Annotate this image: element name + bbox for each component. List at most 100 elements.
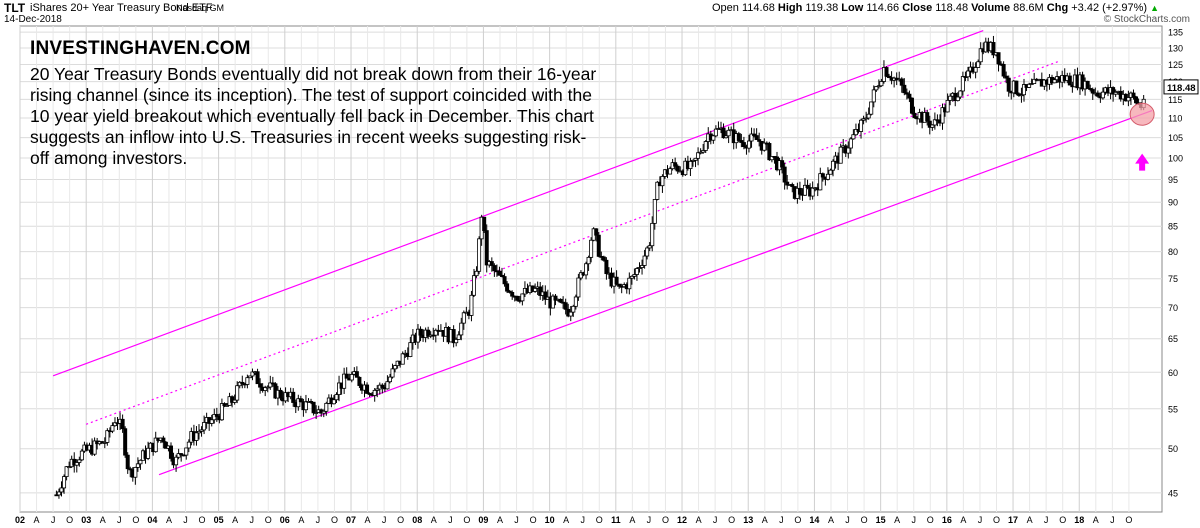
candle-body (225, 404, 230, 407)
x-tick-label: O (1125, 515, 1132, 525)
stockcharts-credit[interactable]: © StockCharts.com (1103, 14, 1190, 25)
candle (627, 272, 632, 295)
candle (258, 378, 263, 394)
candle-body (482, 216, 487, 232)
candle (507, 289, 512, 294)
candle-body (1052, 79, 1057, 84)
candle (790, 182, 795, 193)
candle-body (907, 93, 912, 99)
candle (945, 93, 950, 113)
candle (222, 402, 227, 408)
candle-body (500, 274, 505, 277)
candle (1126, 90, 1131, 107)
candle (125, 452, 130, 474)
y-tick-label: 135 (1168, 28, 1183, 38)
candle-body (342, 373, 347, 389)
candle-body (762, 142, 767, 151)
up-arrow-icon (1135, 153, 1150, 171)
candle (805, 179, 810, 190)
candle (390, 363, 395, 379)
candle-body (199, 429, 204, 432)
candle (978, 42, 983, 65)
x-tick-label: J (1110, 515, 1115, 525)
candle (110, 422, 115, 434)
y-tick-label: 110 (1168, 114, 1182, 124)
candle-body (311, 401, 316, 414)
candle-body (797, 187, 802, 195)
candle-body (255, 371, 260, 385)
candle (469, 290, 474, 322)
candle-body (372, 389, 377, 396)
candle (484, 224, 489, 273)
candle-body (471, 275, 476, 296)
candle (912, 106, 917, 119)
candle (655, 180, 660, 201)
candle-body (746, 140, 751, 149)
candle-body (314, 412, 319, 414)
candle-body (454, 339, 459, 344)
candle (400, 351, 405, 365)
candle-body (790, 184, 795, 187)
candle (853, 123, 858, 136)
candle-body (853, 129, 858, 136)
x-gridlines (19, 26, 1130, 512)
chg-up-icon: ▲ (1150, 3, 1160, 13)
candle (1021, 78, 1026, 102)
candle (324, 401, 329, 416)
candle-body (1004, 75, 1009, 79)
candle-body (59, 487, 64, 493)
candle (64, 466, 69, 481)
candle-body (724, 135, 729, 139)
y-gridlines (20, 31, 1162, 494)
candle-body (932, 119, 937, 126)
candle (713, 125, 718, 138)
candle-body (904, 92, 909, 95)
candle-body (739, 140, 744, 143)
candle (578, 270, 583, 281)
candle (202, 415, 207, 435)
chg-label: Chg (1046, 2, 1069, 14)
candle (357, 376, 362, 389)
candle (174, 454, 179, 472)
x-tick-label: J (978, 515, 983, 525)
candle-body (596, 234, 601, 257)
candle (660, 174, 665, 193)
x-tick-label: O (927, 515, 934, 525)
candle-body (652, 199, 657, 224)
candle-body (219, 403, 224, 421)
x-tick-label: A (365, 515, 371, 525)
candle-body (245, 377, 250, 385)
candle (120, 414, 125, 433)
candle (650, 216, 655, 252)
candle-body (135, 463, 140, 468)
chart-header: TLT iShares 20+ Year Treasury Bond ETF N… (0, 0, 1200, 26)
candle (996, 52, 1001, 72)
candle-body (601, 256, 606, 261)
candle (864, 111, 869, 123)
candle-body (573, 296, 578, 307)
candle-body (690, 159, 695, 162)
candle (573, 294, 578, 310)
candle-body (533, 287, 538, 292)
candle-body (456, 334, 461, 340)
candle-body (866, 113, 871, 119)
candle (375, 385, 380, 398)
candle-body (701, 150, 706, 153)
candle (820, 172, 825, 182)
quote-summary: Open 114.68 High 119.38 Low 114.66 Close… (712, 2, 1159, 14)
channel-line-lower (158, 109, 1153, 476)
annotation-box: INVESTINGHAVEN.COM 20 Year Treasury Bond… (30, 38, 600, 169)
candle (451, 325, 456, 348)
candle (810, 181, 815, 200)
candle (861, 115, 866, 125)
candle-body (418, 328, 423, 336)
chart-date: 14-Dec-2018 (4, 14, 62, 25)
candle-body (696, 152, 701, 159)
candle (186, 439, 191, 453)
candle-body (688, 160, 693, 169)
candle-body (77, 459, 82, 463)
candle-body (146, 447, 151, 459)
candle (991, 35, 996, 59)
candle (1019, 87, 1024, 103)
candle (871, 85, 876, 108)
